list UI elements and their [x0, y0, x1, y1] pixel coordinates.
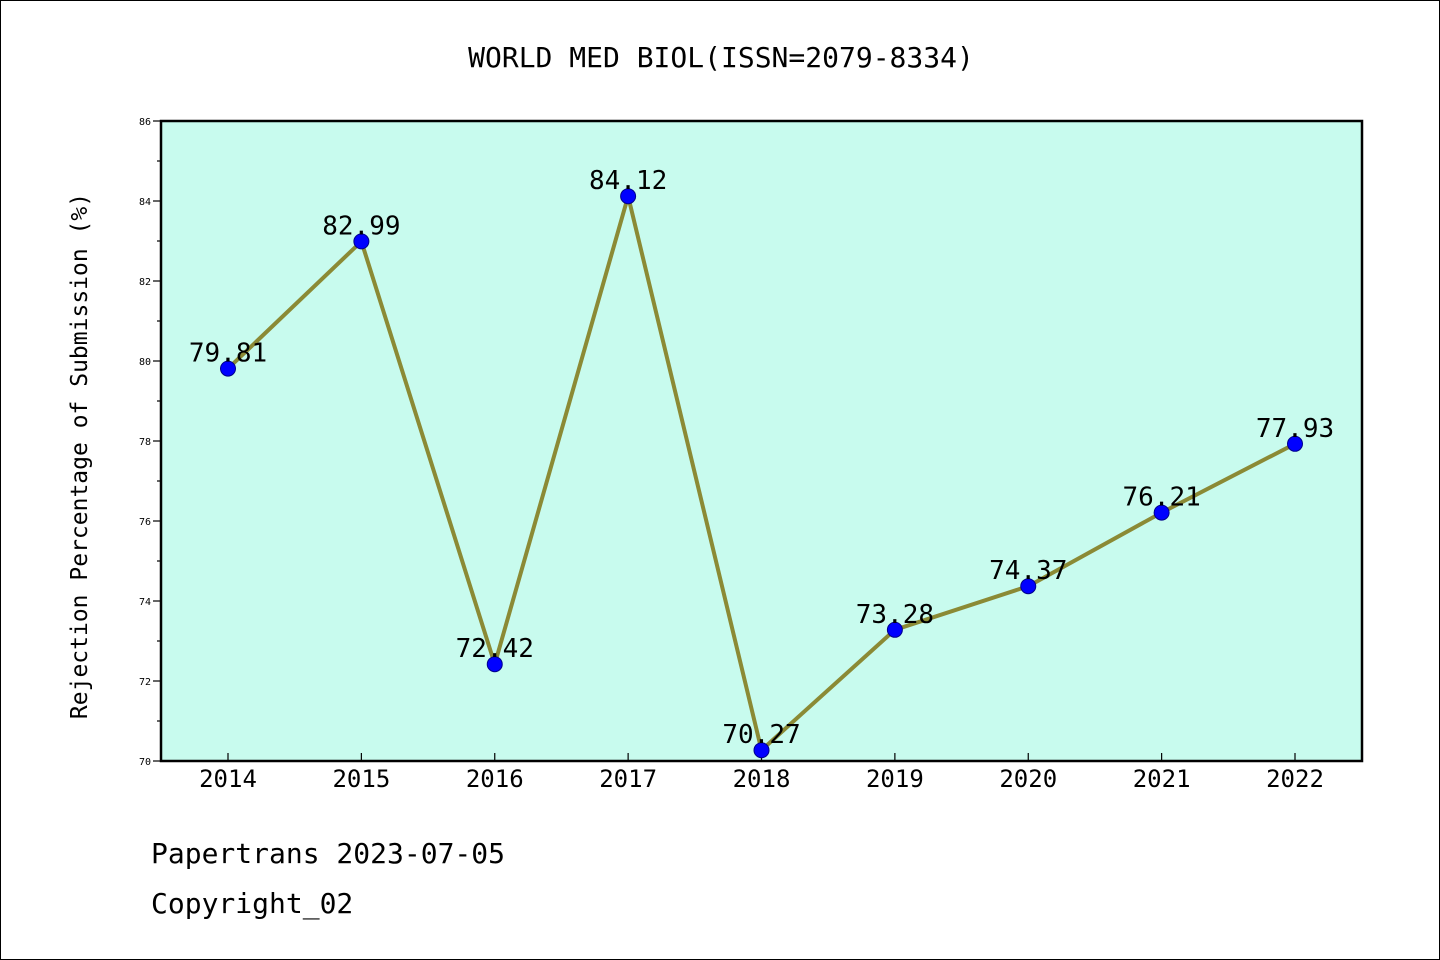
x-tick-label: 2019 — [866, 765, 924, 793]
footer-stamp: Papertrans 2023-07-05 — [151, 837, 506, 870]
data-point — [620, 188, 637, 205]
chart-title: WORLD MED BIOL(ISSN=2079-8334) — [468, 41, 974, 74]
data-label: 84.12 — [589, 166, 667, 196]
y-tick-label: 86 — [139, 117, 151, 128]
x-tick-label: 2017 — [599, 765, 657, 793]
x-tick-label: 2015 — [332, 765, 390, 793]
y-tick-label: 76 — [139, 517, 151, 528]
data-point — [1287, 435, 1303, 452]
data-label: 77.93 — [1256, 414, 1334, 444]
x-tick-label: 2022 — [1266, 765, 1324, 793]
data-point — [1153, 504, 1170, 521]
data-point — [886, 621, 903, 638]
data-labels: 79.81 82.99 72.42 84.12 70.27 73.28 74.37 76.21… — [189, 166, 1334, 750]
data-label: 72.42 — [456, 634, 534, 664]
y-tick-label: 84 — [139, 197, 151, 208]
plot-area — [159, 119, 1364, 763]
x-tick-label: 2018 — [733, 765, 791, 793]
x-axis-ticks: 2014 2015 2016 2017 2018 2019 2020 2021 2022 — [199, 753, 1324, 793]
x-tick-label: 2014 — [199, 765, 257, 793]
data-label: 74.37 — [989, 556, 1067, 586]
data-label: 70.27 — [722, 720, 800, 750]
data-label: 82.99 — [322, 211, 400, 241]
x-tick-label: 2020 — [999, 765, 1057, 793]
y-tick-label: 78 — [139, 437, 151, 448]
data-point — [353, 233, 370, 250]
data-point — [220, 360, 236, 377]
x-tick-label: 2016 — [466, 765, 524, 793]
footer-copyright: Copyright_02 — [151, 887, 354, 920]
y-tick-label: 72 — [139, 677, 151, 688]
data-label: 73.28 — [856, 600, 934, 630]
data-point — [1020, 578, 1037, 595]
y-tick-label: 70 — [139, 757, 151, 768]
y-axis-label: Rejection Percentage of Submission (%) — [67, 193, 93, 719]
data-label: 79.81 — [189, 339, 267, 369]
data-label: 76.21 — [1122, 483, 1200, 513]
data-markers — [220, 188, 1303, 759]
data-point — [753, 742, 770, 759]
y-axis-ticks: 70 72 74 76 78 80 82 84 86 — [139, 117, 161, 768]
y-tick-label: 80 — [139, 357, 151, 368]
y-tick-label: 74 — [139, 597, 151, 608]
y-tick-label: 82 — [139, 277, 151, 288]
x-tick-label: 2021 — [1133, 765, 1191, 793]
data-point — [486, 656, 503, 673]
